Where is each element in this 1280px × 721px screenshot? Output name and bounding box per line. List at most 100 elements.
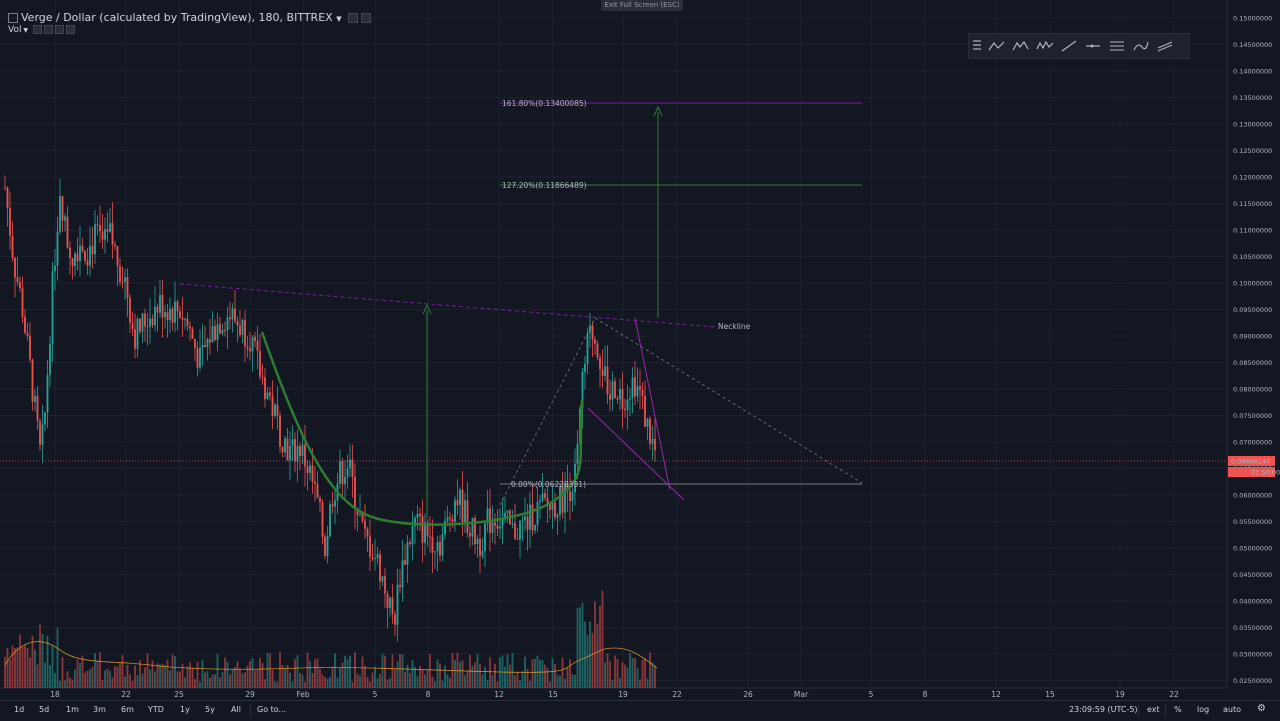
candle-body <box>429 536 431 538</box>
candle-body <box>614 381 616 398</box>
candle-body <box>106 229 109 232</box>
volume-bar <box>551 657 554 688</box>
candle-body <box>171 308 174 323</box>
range-1d[interactable]: 1d <box>14 705 25 714</box>
log-toggle[interactable]: log <box>1197 705 1210 714</box>
volume-bar <box>651 662 654 688</box>
volume-bar <box>626 667 629 688</box>
volume-bar <box>414 666 416 688</box>
trend-line-icon[interactable] <box>1057 37 1081 55</box>
horizontal-ray-icon[interactable] <box>1081 37 1105 55</box>
candle-body <box>369 536 371 558</box>
range-5y[interactable]: 5y <box>205 705 215 714</box>
elliott-abc-icon[interactable] <box>985 37 1009 55</box>
volume-bar <box>36 664 39 688</box>
exit-fullscreen-button[interactable]: Exit Full Screen (ESC) <box>601 0 683 11</box>
volume-bar <box>654 665 656 688</box>
drawing-toolbar <box>968 33 1190 59</box>
fib-retracement-icon[interactable] <box>1105 37 1129 55</box>
candle-body <box>221 329 224 334</box>
countdown-tag <box>1228 467 1275 477</box>
candle-body <box>364 520 366 529</box>
clock[interactable]: 23:09:59 (UTC-5) <box>1069 705 1138 714</box>
add-icon[interactable] <box>54 25 64 34</box>
candle-body <box>219 324 221 334</box>
volume-bar <box>411 659 414 688</box>
ext-toggle[interactable]: ext <box>1147 705 1160 714</box>
price-axis-tick-label: 0.15000000 <box>1233 15 1272 23</box>
close-icon[interactable] <box>65 25 75 34</box>
elliott-wave-icon[interactable] <box>1033 37 1057 55</box>
brush-icon[interactable] <box>1129 37 1153 55</box>
range-1y[interactable]: 1y <box>180 705 190 714</box>
candle-body <box>296 445 299 462</box>
range-all[interactable]: All <box>231 705 241 714</box>
price-axis-tick-label: 0.05500000 <box>1233 518 1272 526</box>
candle-body <box>309 465 311 474</box>
chevron-down-icon[interactable]: ▼ <box>21 27 28 34</box>
range-3m[interactable]: 3m <box>93 705 106 714</box>
eye-icon[interactable] <box>32 25 42 34</box>
drag-handle-icon[interactable] <box>973 40 981 52</box>
settings-icon[interactable] <box>43 25 53 34</box>
candle-body <box>64 216 66 221</box>
candle-body <box>544 493 546 498</box>
go-to-date-button[interactable]: Go to... <box>257 705 287 714</box>
candle-body <box>606 366 609 395</box>
chevron-down-icon[interactable]: ▼ <box>336 15 342 23</box>
price-chart-canvas[interactable]: 0.15000000 0.14500000 0.14000000 0.13500000… <box>0 0 1280 700</box>
volume-bar <box>31 635 34 688</box>
volume-bar <box>356 673 359 688</box>
symbol-title[interactable]: Verge / Dollar (calculated by TradingVie… <box>21 11 333 24</box>
volume-indicator-label[interactable]: Vol ▼ <box>8 25 75 35</box>
candle-body <box>204 345 206 348</box>
volume-bar <box>21 646 24 688</box>
candle-body <box>11 235 14 258</box>
candle-body <box>529 504 531 530</box>
percent-toggle[interactable]: % <box>1174 705 1182 714</box>
volume-bar <box>184 677 186 688</box>
candle-body <box>279 415 281 447</box>
volume-bar <box>286 665 289 688</box>
channel-icon[interactable] <box>1153 37 1177 55</box>
volume-bar <box>479 663 481 688</box>
volume-bar <box>496 681 499 688</box>
range-ytd[interactable]: YTD <box>148 705 164 714</box>
candle-body <box>49 343 51 375</box>
collapse-icon[interactable] <box>8 13 18 23</box>
volume-bar <box>271 670 274 688</box>
auto-toggle[interactable]: auto <box>1223 705 1242 714</box>
range-5d[interactable]: 5d <box>39 705 50 714</box>
candle-body <box>129 297 131 323</box>
candle-body <box>84 251 86 261</box>
range-1m[interactable]: 1m <box>66 705 79 714</box>
cup-curve <box>260 331 584 526</box>
candle-body <box>311 465 314 482</box>
volume-bar <box>29 657 31 688</box>
gear-icon[interactable]: ⚙ <box>1257 703 1266 714</box>
compare-icon[interactable] <box>361 13 372 23</box>
divider <box>250 705 251 717</box>
volume-bar <box>399 654 401 688</box>
volume-moving-average <box>4 641 658 673</box>
candle-body <box>374 558 376 560</box>
candle-body <box>346 468 349 477</box>
volume-bar <box>509 664 511 688</box>
volume-bar <box>196 661 199 688</box>
settings-icon[interactable] <box>348 13 359 23</box>
candle-body <box>276 404 279 416</box>
price-axis-tick-label: 0.12000000 <box>1233 174 1272 182</box>
volume-bar <box>171 654 174 688</box>
volume-bar <box>336 677 339 688</box>
volume-bar <box>246 665 249 688</box>
price-axis[interactable] <box>1227 0 1280 700</box>
candle-body <box>356 508 359 515</box>
candle-body <box>216 324 219 341</box>
range-6m[interactable]: 6m <box>121 705 134 714</box>
elliott-abcde-icon[interactable] <box>1009 37 1033 55</box>
candle-body <box>34 395 36 403</box>
volume-bar <box>611 679 614 688</box>
volume-bar <box>434 681 436 688</box>
volume-bar <box>561 657 564 688</box>
